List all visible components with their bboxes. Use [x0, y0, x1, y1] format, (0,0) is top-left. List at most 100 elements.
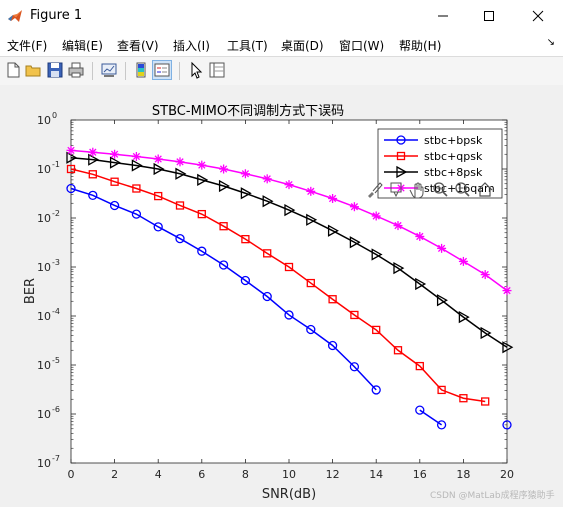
open-file-icon[interactable] — [24, 61, 42, 79]
data-point — [218, 179, 230, 193]
data-point — [371, 385, 381, 395]
menu-desktop[interactable]: 桌面(D) — [281, 39, 324, 53]
data-point — [437, 243, 447, 253]
data-point — [437, 385, 446, 395]
data-point — [393, 261, 405, 275]
legend-marker — [396, 151, 406, 161]
close-icon — [532, 10, 543, 22]
y-tick-exponent: -4 — [52, 307, 60, 316]
data-point — [88, 147, 98, 157]
menu-file[interactable]: 文件(F) — [7, 39, 48, 53]
data-tip-icon[interactable] — [390, 182, 402, 198]
y-tick-label: 10 — [37, 114, 51, 127]
data-point — [131, 159, 143, 172]
data-point — [262, 291, 272, 302]
property-inspector-icon[interactable] — [208, 61, 226, 79]
x-tick-label: 12 — [326, 468, 340, 481]
dock-figure-icon[interactable]: ↘ — [546, 37, 555, 48]
data-point — [350, 310, 359, 320]
data-point — [66, 145, 76, 155]
series-line — [70, 156, 508, 348]
data-point — [175, 167, 187, 180]
data-point — [371, 248, 383, 261]
x-tick-label: 4 — [155, 468, 162, 481]
data-point — [372, 325, 381, 335]
data-point — [109, 156, 121, 169]
data-point — [327, 340, 338, 351]
colorbar-icon[interactable] — [132, 61, 150, 79]
data-point — [219, 222, 228, 231]
data-point — [328, 295, 337, 304]
save-icon[interactable] — [46, 61, 64, 79]
data-point — [219, 164, 229, 174]
data-point — [153, 162, 165, 176]
data-point — [153, 222, 163, 232]
menu-tools[interactable]: 工具(T) — [227, 39, 268, 53]
menu-window[interactable]: 窗口(W) — [339, 39, 385, 53]
chart-title: STBC-MIMO不同调制方式下误码 — [152, 103, 344, 119]
pan-icon[interactable] — [409, 182, 424, 199]
data-point — [458, 256, 468, 266]
data-point — [371, 211, 381, 221]
link-plot-icon[interactable] — [100, 61, 118, 79]
y-tick-exponent: 0 — [52, 111, 57, 120]
data-point — [66, 164, 76, 174]
data-point — [480, 326, 492, 340]
data-point — [175, 157, 185, 167]
maximize-button[interactable] — [466, 0, 511, 32]
y-tick-base: 10 — [37, 114, 51, 127]
data-point — [393, 221, 403, 231]
y-tick-label: 10 — [37, 359, 51, 372]
data-point — [240, 275, 251, 286]
home-icon[interactable] — [477, 182, 493, 197]
data-point — [415, 405, 425, 415]
x-tick-label: 0 — [68, 468, 75, 481]
data-point — [459, 394, 468, 403]
legend-icon[interactable] — [152, 60, 172, 80]
minimize-button[interactable] — [420, 0, 465, 32]
data-point — [415, 231, 425, 241]
data-point — [197, 209, 206, 219]
data-point — [480, 270, 490, 280]
close-button[interactable] — [515, 0, 560, 32]
zoom-out-icon[interactable] — [455, 182, 470, 197]
data-point — [153, 154, 163, 164]
data-point — [218, 260, 229, 270]
data-point — [262, 195, 274, 208]
axes-toolbar — [366, 181, 508, 199]
y-tick-base: 10 — [37, 457, 51, 470]
zoom-in-icon[interactable] — [433, 182, 448, 197]
x-tick-label: 14 — [369, 468, 383, 481]
x-axis-label: SNR(dB) — [262, 487, 316, 502]
data-point — [284, 203, 296, 217]
toolbar-separator — [125, 62, 126, 80]
data-point — [109, 200, 120, 211]
data-point — [306, 324, 316, 335]
menu-insert[interactable]: 插入(I) — [173, 39, 210, 53]
new-figure-icon[interactable] — [4, 61, 22, 79]
window-titlebar: Figure 1 — [0, 0, 563, 32]
menu-edit[interactable]: 编辑(E) — [62, 39, 103, 53]
data-point — [132, 184, 141, 193]
data-point — [349, 202, 359, 212]
data-point — [284, 180, 294, 190]
watermark: CSDN @MatLab成程序猿助手 — [430, 491, 555, 501]
legend-label: stbc+bpsk — [424, 134, 483, 147]
data-point — [415, 361, 424, 371]
print-icon[interactable] — [67, 61, 85, 79]
menu-help[interactable]: 帮助(H) — [399, 39, 442, 53]
data-point — [415, 277, 427, 291]
data-point — [502, 286, 512, 296]
menu-view[interactable]: 查看(V) — [117, 39, 159, 53]
series-line — [70, 187, 377, 391]
pointer-icon[interactable] — [187, 61, 205, 79]
matlab-logo-icon — [8, 10, 22, 22]
maximize-icon — [483, 11, 494, 21]
data-point — [327, 224, 339, 237]
brush-icon[interactable] — [368, 182, 383, 198]
y-tick-exponent: -6 — [52, 405, 60, 414]
data-point — [88, 190, 98, 200]
data-point — [197, 173, 209, 186]
